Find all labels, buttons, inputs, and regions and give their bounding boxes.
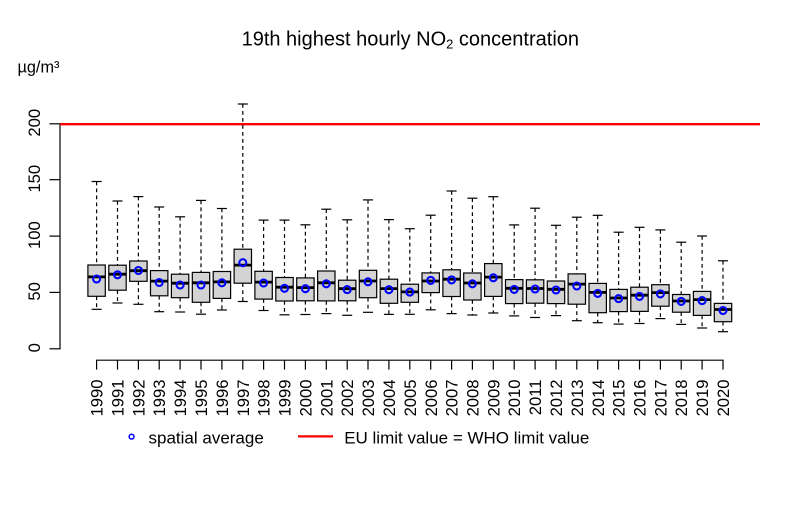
svg-text:200: 200 [25, 109, 44, 137]
svg-text:2020: 2020 [714, 380, 733, 417]
svg-text:1997: 1997 [234, 380, 253, 417]
svg-text:2004: 2004 [380, 380, 399, 417]
svg-text:2010: 2010 [505, 380, 524, 417]
svg-text:2011: 2011 [526, 380, 545, 416]
svg-text:1990: 1990 [88, 380, 107, 417]
svg-text:2014: 2014 [589, 380, 608, 417]
svg-text:2012: 2012 [547, 380, 566, 417]
svg-text:1993: 1993 [150, 380, 169, 417]
svg-text:2013: 2013 [568, 380, 587, 417]
svg-text:2002: 2002 [338, 380, 357, 417]
svg-text:2006: 2006 [422, 380, 441, 417]
svg-text:2000: 2000 [296, 380, 315, 417]
svg-text:1995: 1995 [192, 380, 211, 417]
svg-text:0: 0 [25, 343, 44, 352]
svg-text:100: 100 [25, 221, 44, 249]
svg-text:1996: 1996 [213, 380, 232, 417]
svg-text:2001: 2001 [317, 380, 336, 417]
svg-text:2016: 2016 [631, 380, 650, 417]
svg-text:2007: 2007 [443, 380, 462, 417]
svg-text:50: 50 [25, 282, 44, 300]
svg-text:spatial average: spatial average [149, 428, 264, 447]
svg-text:EU limit value = WHO limit val: EU limit value = WHO limit value [344, 428, 589, 447]
svg-text:2015: 2015 [610, 380, 629, 417]
svg-text:1999: 1999 [276, 380, 295, 417]
svg-text:1998: 1998 [255, 380, 274, 417]
svg-text:19th highest hourly NO2 concen: 19th highest hourly NO2 concentration [242, 29, 579, 52]
svg-text:1992: 1992 [130, 380, 149, 417]
svg-text:2008: 2008 [463, 380, 482, 417]
svg-text:1991: 1991 [109, 380, 128, 417]
svg-text:2009: 2009 [484, 380, 503, 417]
svg-text:2005: 2005 [401, 380, 420, 417]
svg-text:1994: 1994 [171, 380, 190, 417]
svg-text:150: 150 [25, 165, 44, 193]
svg-text:2003: 2003 [359, 380, 378, 417]
svg-text:µg/m³: µg/m³ [18, 59, 61, 77]
svg-text:2018: 2018 [672, 380, 691, 417]
svg-text:2017: 2017 [651, 380, 670, 417]
svg-text:2019: 2019 [693, 380, 712, 417]
